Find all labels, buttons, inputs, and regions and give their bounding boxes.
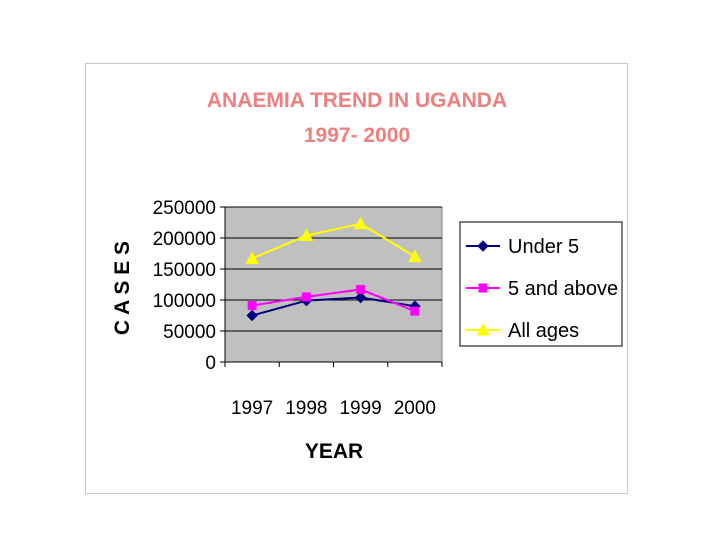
x-tick-label: 2000 xyxy=(394,398,436,419)
series-group xyxy=(245,216,422,322)
chart-title: ANAEMIA TREND IN UGANDA xyxy=(207,89,507,112)
legend-marker-all-ages xyxy=(476,322,490,336)
data-point-all-ages xyxy=(353,216,368,230)
y-tick-labels: 0 50000 100000 150000 200000 250000 xyxy=(153,198,216,374)
y-tick-label: 100000 xyxy=(153,291,216,312)
series-line-5-and-above xyxy=(251,288,416,313)
legend-label-5-and-above: 5 and above xyxy=(508,278,618,300)
x-axis-title: YEAR xyxy=(305,440,363,463)
legend-label-all-ages: All ages xyxy=(508,320,579,342)
series-line-under-5 xyxy=(251,296,416,317)
data-point-5-and-above xyxy=(301,292,311,302)
legend-marker-under-5 xyxy=(477,240,489,252)
x-tick-labels: 1997 1998 1999 2000 xyxy=(231,398,436,419)
data-point-under-5 xyxy=(246,309,258,322)
y-tick-label: 200000 xyxy=(153,229,216,250)
y-axis-title: C A S E S xyxy=(111,241,134,335)
legend: Under 5 5 and above All ages xyxy=(459,221,623,347)
plot-area xyxy=(224,206,443,363)
x-tick-label: 1997 xyxy=(231,398,273,419)
chart-subtitle: 1997- 2000 xyxy=(304,124,410,147)
data-point-5-and-above xyxy=(356,284,366,294)
data-point-5-and-above xyxy=(247,301,257,311)
y-tick-label: 0 xyxy=(205,353,216,374)
data-point-under-5 xyxy=(354,291,367,304)
legend-label-under-5: Under 5 xyxy=(508,236,579,258)
data-point-5-and-above xyxy=(410,306,420,316)
y-tick-label: 150000 xyxy=(153,260,216,281)
axes xyxy=(220,206,443,367)
data-point-all-ages xyxy=(299,228,314,242)
y-tick-label: 50000 xyxy=(163,322,216,343)
data-point-all-ages xyxy=(408,249,422,263)
legend-marker-5-and-above xyxy=(478,283,488,293)
data-point-all-ages xyxy=(245,251,259,264)
x-tick-label: 1998 xyxy=(285,398,327,419)
x-tick-label: 1999 xyxy=(339,398,381,419)
y-tick-label: 250000 xyxy=(153,198,216,219)
series-line-all-ages xyxy=(251,222,416,260)
